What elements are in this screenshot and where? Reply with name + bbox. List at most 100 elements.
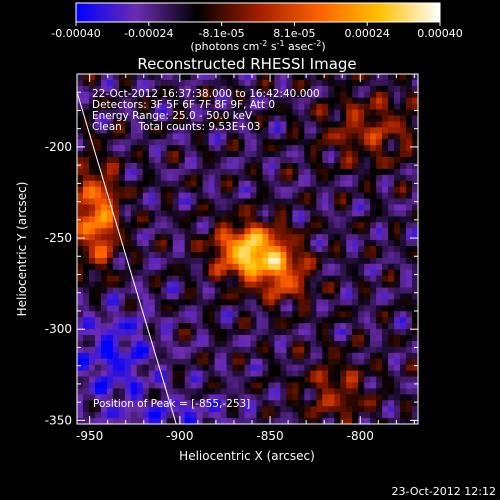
heatmap-pixel [310, 406, 317, 413]
heatmap-pixel [316, 257, 323, 265]
heatmap-pixel [94, 204, 102, 211]
heatmap-pixel [106, 263, 114, 271]
heatmap-pixel [352, 263, 359, 271]
heatmap-pixel [172, 358, 180, 366]
heatmap-pixel [322, 263, 329, 271]
heatmap-pixel [106, 74, 114, 81]
heatmap-pixel [202, 388, 210, 395]
heatmap-pixel [352, 139, 359, 146]
heatmap-pixel [172, 412, 180, 419]
heatmap-pixel [148, 210, 156, 217]
heatmap-pixel [130, 311, 138, 318]
heatmap-pixel [118, 281, 126, 288]
heatmap-pixel [100, 192, 108, 199]
heatmap-pixel [226, 198, 233, 205]
heatmap-pixel [298, 335, 305, 342]
heatmap-pixel [238, 412, 245, 419]
heatmap-pixel [77, 103, 84, 110]
heatmap-pixel [280, 370, 287, 377]
heatmap-pixel [178, 151, 186, 158]
heatmap-pixel [112, 418, 120, 424]
heatmap-pixel [262, 151, 269, 158]
heatmap-pixel [178, 228, 186, 235]
heatmap-pixel [190, 346, 198, 354]
heatmap-pixel [208, 133, 215, 140]
heatmap-pixel [172, 204, 180, 211]
heatmap-pixel [100, 251, 108, 259]
heatmap-pixel [310, 133, 317, 140]
heatmap-pixel [118, 376, 126, 383]
heatmap-pixel [130, 394, 138, 401]
heatmap-pixel [292, 358, 299, 366]
heatmap-pixel [244, 174, 251, 182]
heatmap-pixel [166, 406, 174, 413]
heatmap-pixel [226, 400, 233, 407]
heatmap-pixel [346, 287, 353, 294]
heatmap-pixel [250, 228, 257, 235]
heatmap-pixel [262, 323, 269, 330]
heatmap-pixel [112, 79, 120, 87]
heatmap-pixel [232, 364, 239, 372]
heatmap-pixel [268, 109, 275, 116]
heatmap-pixel [280, 246, 287, 253]
heatmap-pixel [364, 168, 371, 176]
heatmap-pixel [196, 251, 204, 259]
heatmap-pixel [292, 157, 299, 164]
heatmap-pixel [172, 74, 180, 81]
heatmap-pixel [292, 222, 299, 229]
heatmap-pixel [268, 323, 275, 330]
heatmap-pixel [184, 394, 192, 401]
heatmap-pixel [292, 340, 299, 348]
heatmap-pixel [406, 340, 413, 348]
heatmap-pixel [358, 162, 365, 170]
heatmap-pixel [88, 210, 96, 217]
heatmap-pixel [82, 269, 90, 277]
heatmap-pixel [370, 358, 377, 366]
heatmap-pixel [412, 222, 418, 229]
heatmap-pixel [298, 139, 305, 146]
heatmap-pixel [154, 346, 162, 354]
heatmap-pixel [382, 293, 389, 300]
heatmap-pixel [322, 323, 329, 330]
heatmap-pixel [118, 216, 126, 223]
heatmap-pixel [100, 394, 108, 401]
heatmap-pixel [160, 127, 168, 134]
heatmap-pixel [256, 139, 263, 146]
heatmap-pixel [184, 281, 192, 288]
heatmap-pixel [256, 127, 263, 134]
heatmap-pixel [316, 358, 323, 366]
heatmap-pixel [208, 97, 215, 105]
heatmap-pixel [292, 352, 299, 360]
heatmap-pixel [358, 364, 365, 372]
heatmap-pixel [88, 269, 96, 277]
heatmap-pixel [220, 168, 227, 176]
heatmap-pixel [100, 376, 108, 383]
heatmap-pixel [394, 174, 401, 182]
heatmap-pixel [166, 394, 174, 401]
heatmap-pixel [190, 115, 198, 122]
heatmap-pixel [118, 180, 126, 188]
heatmap-pixel [358, 275, 365, 283]
heatmap-pixel [316, 168, 323, 176]
heatmap-pixel [82, 216, 90, 223]
heatmap-pixel [394, 180, 401, 188]
heatmap-pixel [232, 358, 239, 366]
heatmap-pixel [298, 97, 305, 105]
heatmap-pixel [166, 382, 174, 389]
heatmap-pixel [112, 174, 120, 182]
heatmap-pixel [190, 376, 198, 383]
heatmap-pixel [106, 388, 114, 395]
heatmap-pixel [304, 257, 311, 265]
heatmap-pixel [292, 228, 299, 235]
heatmap-pixel [382, 139, 389, 146]
heatmap-pixel [172, 352, 180, 360]
heatmap-pixel [256, 269, 263, 277]
heatmap-pixel [370, 352, 377, 360]
heatmap-pixel [106, 329, 114, 336]
heatmap-pixel [292, 246, 299, 253]
heatmap-pixel [77, 311, 84, 318]
heatmap-pixel [412, 228, 418, 235]
heatmap-pixel [376, 287, 383, 294]
heatmap-pixel [100, 115, 108, 122]
heatmap-pixel [298, 323, 305, 330]
